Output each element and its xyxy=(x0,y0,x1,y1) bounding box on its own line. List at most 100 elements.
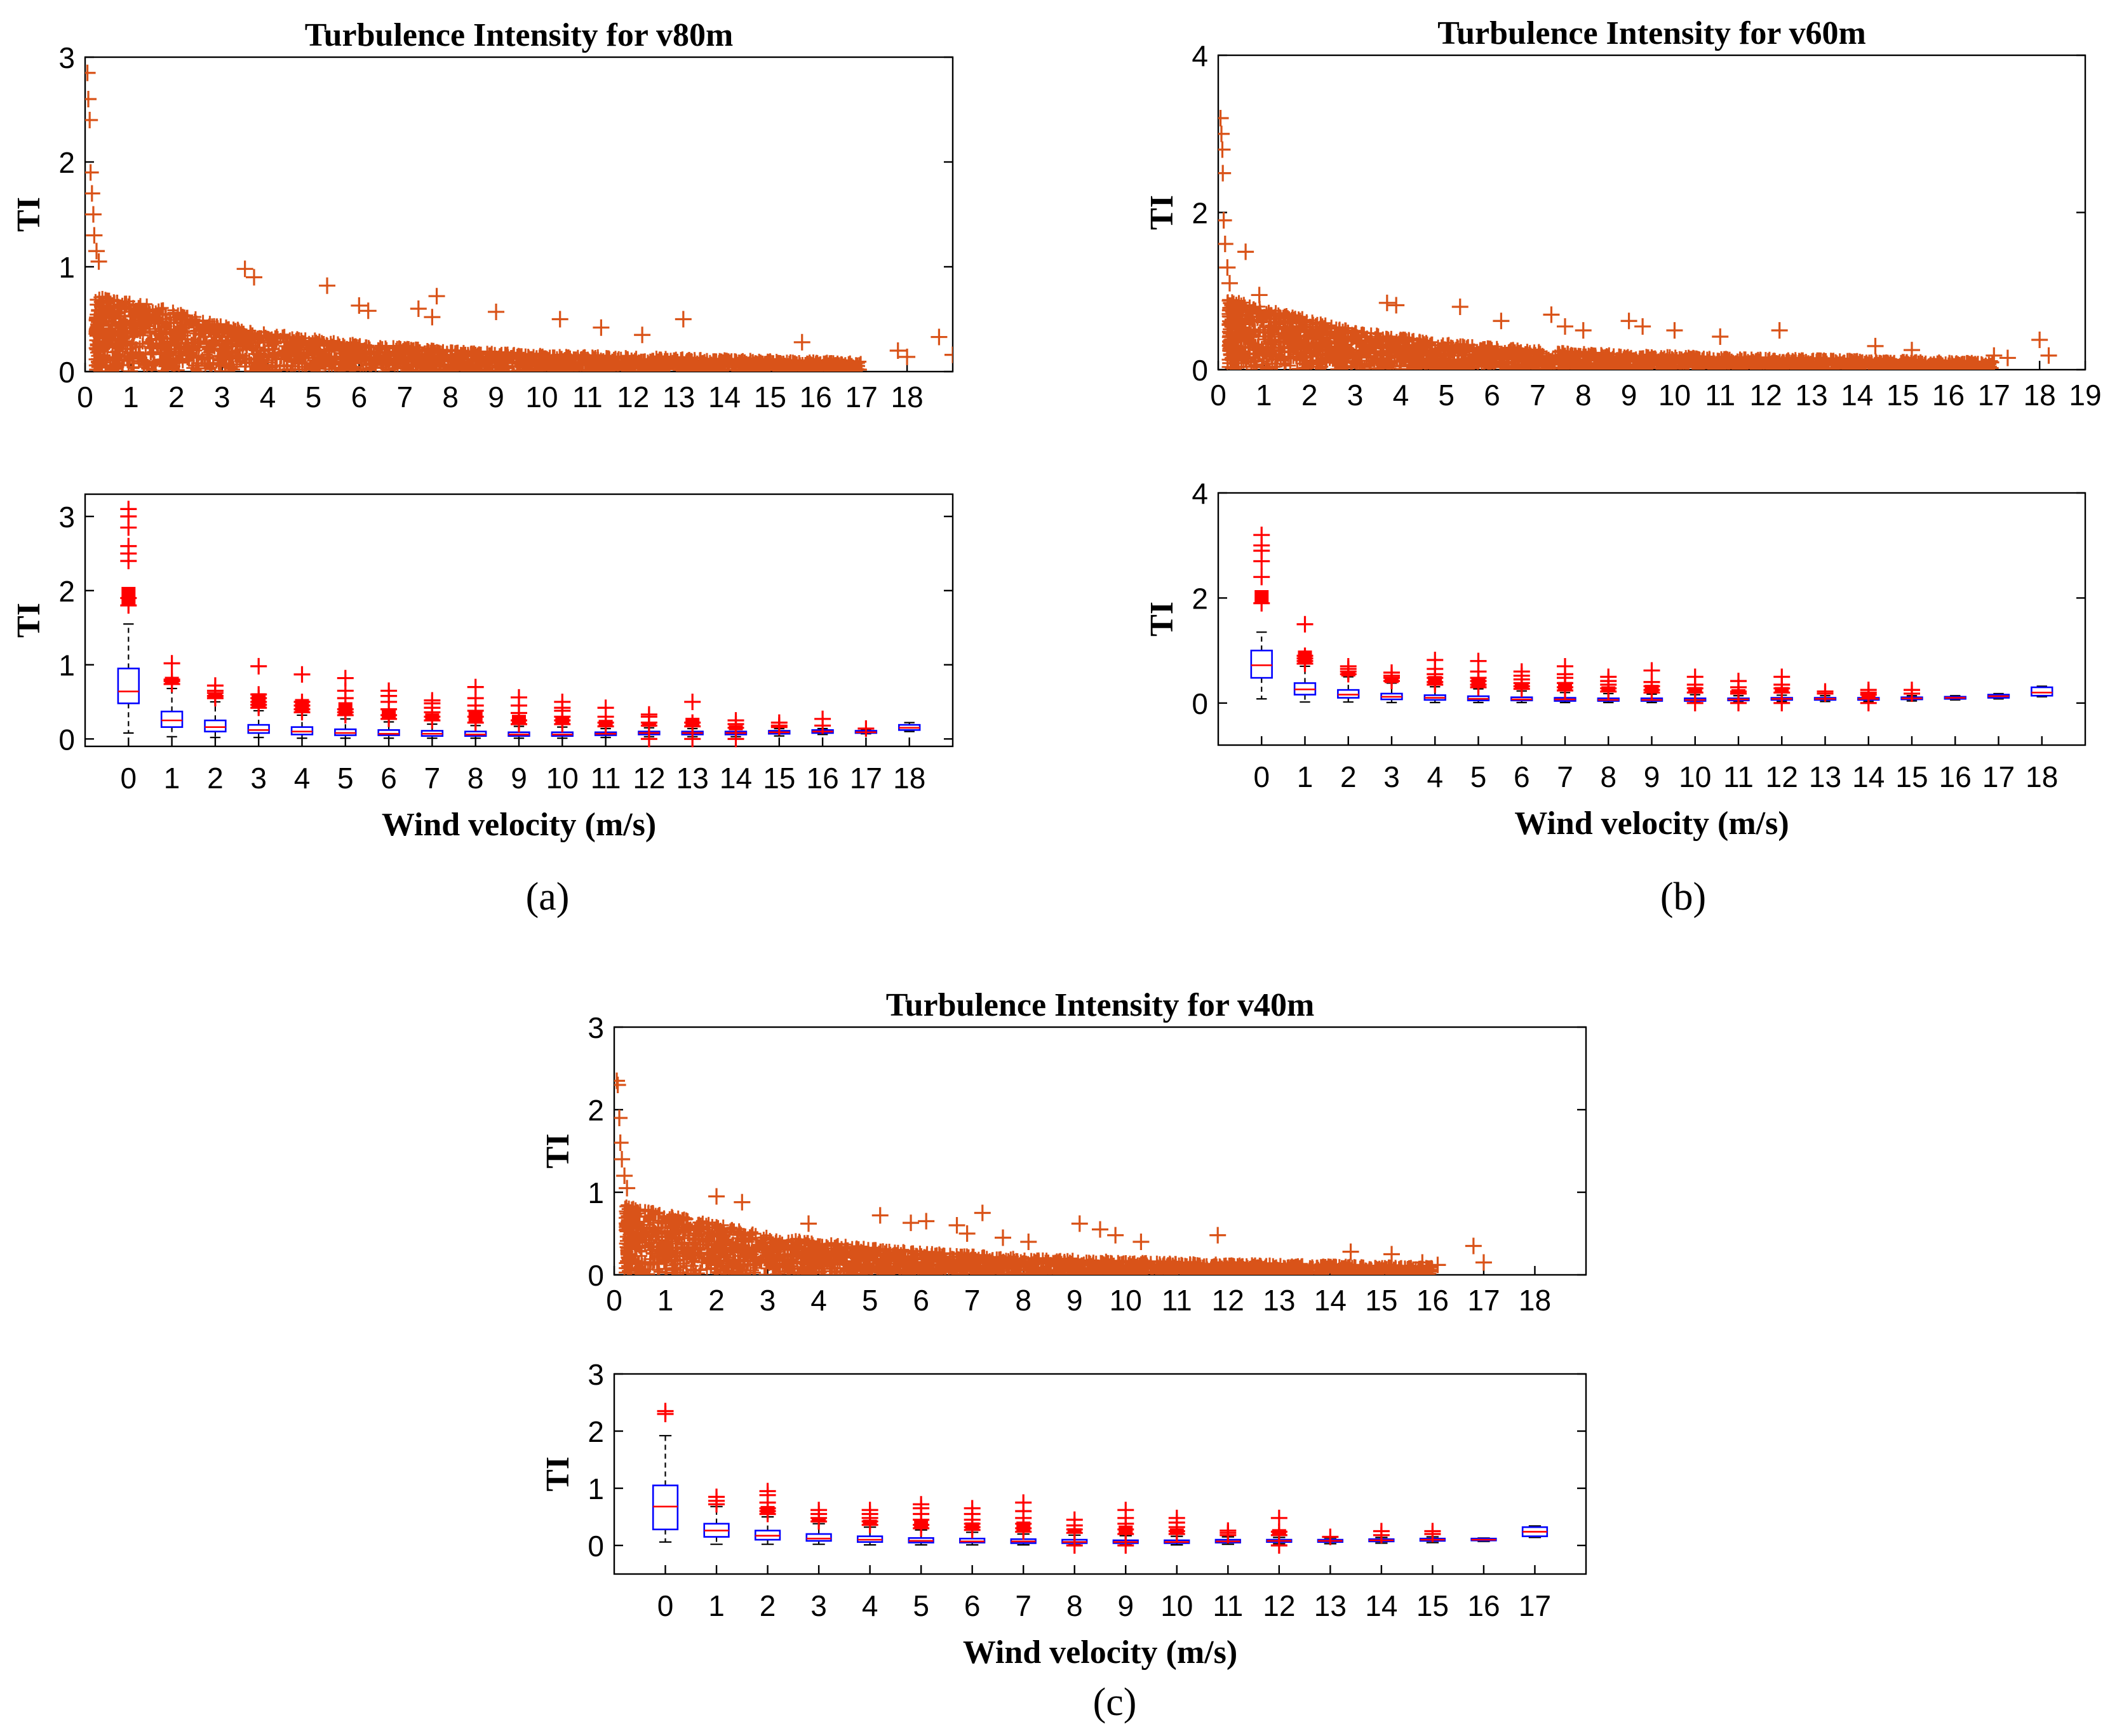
scatter-outlier xyxy=(614,1077,626,1093)
box-17 xyxy=(1521,1525,1549,1538)
scatter-outlier xyxy=(1414,1254,1431,1271)
box-10 xyxy=(1684,668,1707,711)
x-tick-label: 14 xyxy=(1841,379,1873,412)
scatter-outlier xyxy=(1620,313,1637,330)
x-tick-label: 17 xyxy=(1978,379,2010,412)
x-tick-label: 10 xyxy=(546,762,579,795)
box-outlier xyxy=(1600,668,1617,685)
outlier-cluster xyxy=(1688,687,1702,693)
box-outlier xyxy=(467,678,484,696)
box-outlier xyxy=(964,1500,981,1517)
x-tick-label: 14 xyxy=(1314,1284,1347,1317)
x-tick-label: 16 xyxy=(1467,1589,1500,1622)
box-15 xyxy=(1419,1523,1446,1544)
box-outlier xyxy=(337,670,354,687)
box-iqr xyxy=(117,668,140,704)
scatter-outlier xyxy=(1465,1237,1482,1255)
scatter-outlier xyxy=(236,260,253,278)
box-15 xyxy=(1900,682,1923,702)
box-outlier xyxy=(120,537,137,555)
x-tick-label: 7 xyxy=(1529,379,1546,412)
y-tick-label: 0 xyxy=(588,1530,604,1563)
panel-label-b: (b) xyxy=(1660,875,1706,918)
box-0 xyxy=(1250,527,1273,700)
box-11 xyxy=(594,699,617,739)
x-tick-label: 4 xyxy=(1393,379,1409,412)
box-outlier xyxy=(1427,652,1444,669)
box-6 xyxy=(377,682,400,739)
x-axis-label: Wind velocity (m/s) xyxy=(382,807,656,843)
x-tick-label: 11 xyxy=(591,762,621,795)
outlier-cluster xyxy=(685,717,700,727)
x-axis-label: Wind velocity (m/s) xyxy=(1514,805,1789,842)
x-tick-label: 16 xyxy=(1932,379,1965,412)
box-outlier xyxy=(163,655,180,672)
y-tick-label: 0 xyxy=(58,356,75,389)
x-tick-label: 10 xyxy=(1110,1284,1142,1317)
box-7 xyxy=(1554,657,1576,704)
box-outlier xyxy=(1817,683,1834,700)
x-tick-label: 3 xyxy=(250,762,267,795)
axes-frame xyxy=(1217,492,2087,746)
y-tick-label: 2 xyxy=(1192,197,1208,230)
box-outlier xyxy=(708,1488,725,1505)
box-iqr xyxy=(652,1484,679,1531)
scatter-outlier xyxy=(1219,259,1236,276)
x-tick-label: 6 xyxy=(1514,760,1530,793)
scatter-outlier xyxy=(1020,1234,1037,1250)
panel-label-c: (c) xyxy=(1093,1681,1137,1724)
box-outlier xyxy=(1904,682,1920,699)
box-iqr xyxy=(959,1537,986,1544)
outlier-cluster xyxy=(729,725,743,730)
outlier-cluster xyxy=(425,713,440,721)
box-1 xyxy=(1293,616,1317,703)
outlier-cluster xyxy=(1272,1529,1286,1535)
scatter-outlier xyxy=(1071,1215,1088,1232)
box-18 xyxy=(898,722,921,732)
outlier-cluster xyxy=(295,699,309,713)
box-4 xyxy=(1423,652,1446,704)
box-iqr xyxy=(204,719,227,732)
box-outlier xyxy=(206,677,224,694)
scatter-outlier xyxy=(593,319,610,336)
box-3 xyxy=(247,657,270,739)
scatter-outlier xyxy=(974,1204,991,1221)
x-tick-label: 11 xyxy=(1213,1589,1243,1622)
box-4 xyxy=(857,1502,884,1546)
x-tick-label: 3 xyxy=(1347,379,1364,412)
box-outlier xyxy=(293,666,311,683)
box-15 xyxy=(768,714,791,737)
scatter-outlier xyxy=(1378,294,1395,311)
x-tick-label: 10 xyxy=(1679,760,1711,793)
outlier-cluster xyxy=(598,720,613,727)
x-tick-label: 10 xyxy=(525,380,558,414)
scatter-outlier xyxy=(1218,110,1229,126)
y-tick-label: 3 xyxy=(58,501,75,534)
box-2 xyxy=(204,677,227,739)
x-tick-label: 12 xyxy=(1212,1284,1244,1317)
x-tick-label: 12 xyxy=(617,380,649,414)
box-outlier xyxy=(380,682,398,699)
scatter-outlier xyxy=(85,112,98,128)
x-tick-label: 1 xyxy=(164,762,180,795)
outlier-cluster xyxy=(1644,685,1659,693)
outlier-cluster xyxy=(965,1522,979,1530)
y-tick-label: 0 xyxy=(58,723,75,756)
panel-label-a: (a) xyxy=(526,875,570,918)
x-tick-label: 9 xyxy=(1066,1284,1083,1317)
x-tick-label: 3 xyxy=(1383,760,1400,793)
x-tick-label: 6 xyxy=(1484,379,1500,412)
x-axis-label: Wind velocity (m/s) xyxy=(963,1634,1237,1671)
outlier-cluster xyxy=(252,693,266,708)
box-13 xyxy=(681,693,704,748)
x-tick-label: 16 xyxy=(800,380,832,414)
y-tick-label: 0 xyxy=(1192,354,1208,387)
scatter-outlier xyxy=(2031,331,2048,348)
x-tick-label: 8 xyxy=(467,762,484,795)
scatter-outlier xyxy=(1986,347,2003,364)
x-tick-label: 15 xyxy=(1895,760,1928,793)
outlier-cluster xyxy=(1169,1528,1184,1534)
